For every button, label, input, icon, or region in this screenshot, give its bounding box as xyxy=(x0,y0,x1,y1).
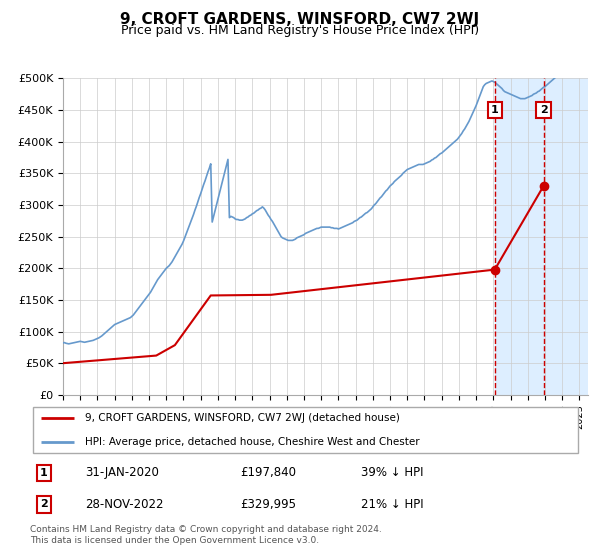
Text: 21% ↓ HPI: 21% ↓ HPI xyxy=(361,498,424,511)
Text: 39% ↓ HPI: 39% ↓ HPI xyxy=(361,466,424,479)
Text: £197,840: £197,840 xyxy=(240,466,296,479)
Text: Price paid vs. HM Land Registry's House Price Index (HPI): Price paid vs. HM Land Registry's House … xyxy=(121,24,479,37)
Text: 28-NOV-2022: 28-NOV-2022 xyxy=(85,498,164,511)
Text: HPI: Average price, detached house, Cheshire West and Chester: HPI: Average price, detached house, Ches… xyxy=(85,437,420,447)
Text: 9, CROFT GARDENS, WINSFORD, CW7 2WJ: 9, CROFT GARDENS, WINSFORD, CW7 2WJ xyxy=(121,12,479,27)
Text: 1: 1 xyxy=(40,468,47,478)
Text: 9, CROFT GARDENS, WINSFORD, CW7 2WJ (detached house): 9, CROFT GARDENS, WINSFORD, CW7 2WJ (det… xyxy=(85,413,400,423)
FancyBboxPatch shape xyxy=(33,408,578,452)
Bar xyxy=(495,78,588,395)
Text: £329,995: £329,995 xyxy=(240,498,296,511)
Text: Contains HM Land Registry data © Crown copyright and database right 2024.
This d: Contains HM Land Registry data © Crown c… xyxy=(30,525,382,545)
Text: 2: 2 xyxy=(40,500,47,510)
Text: 1: 1 xyxy=(491,105,499,115)
Text: 31-JAN-2020: 31-JAN-2020 xyxy=(85,466,159,479)
Text: 2: 2 xyxy=(539,105,547,115)
